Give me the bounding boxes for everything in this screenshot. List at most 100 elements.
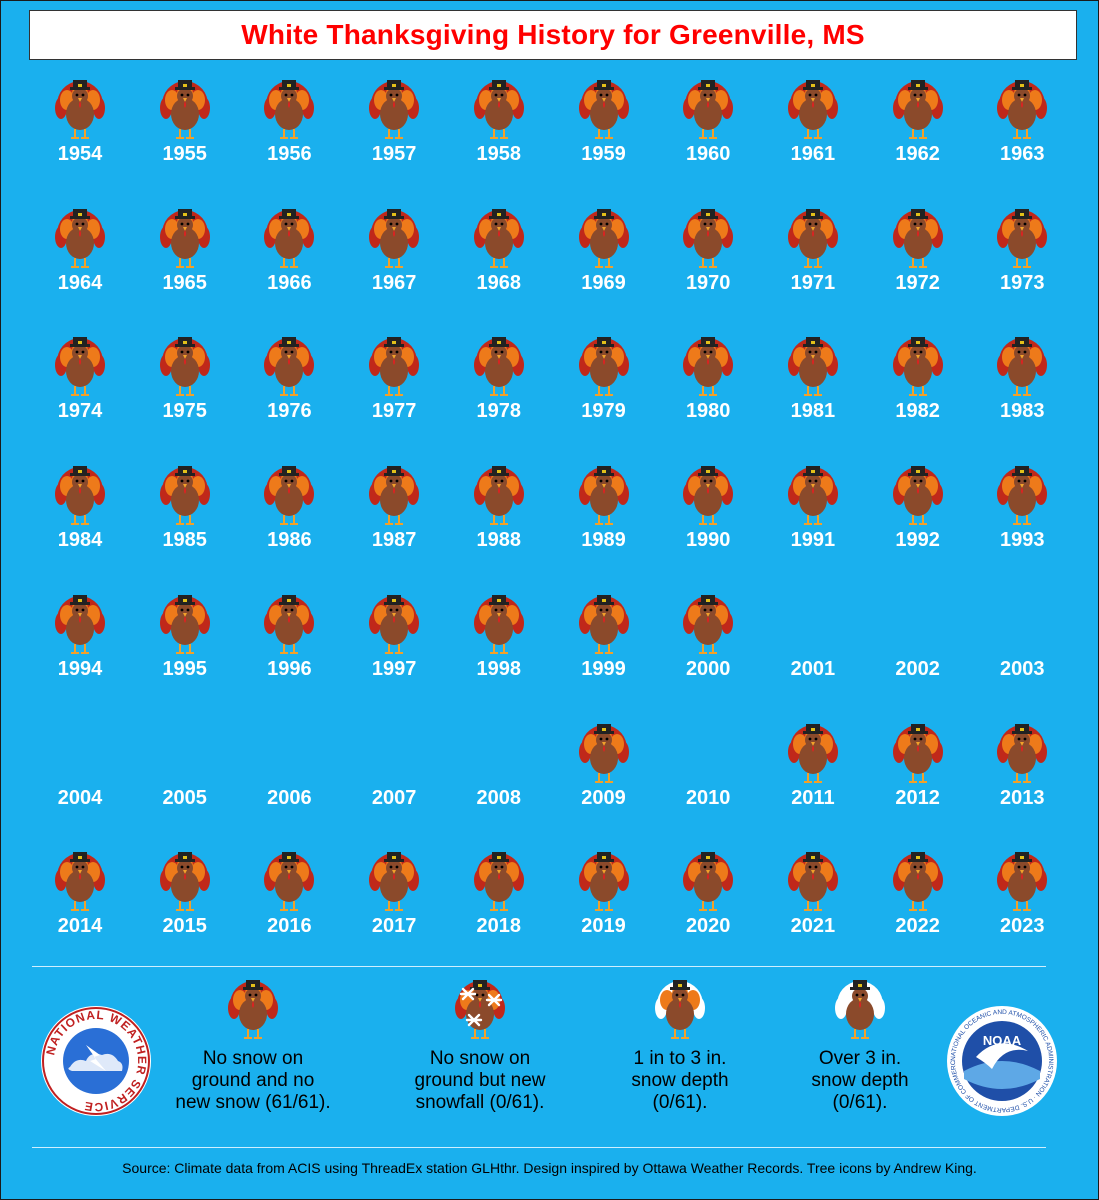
- year-label: 1960: [685, 143, 731, 165]
- divider-bottom: [32, 1147, 1046, 1148]
- year-label: 1999: [581, 657, 626, 680]
- turkey-icon: [787, 462, 839, 526]
- turkey-icon: [578, 848, 630, 912]
- turkey-icon: [263, 333, 315, 397]
- year-label: 1969: [581, 271, 626, 294]
- year-label: 2005: [162, 786, 207, 809]
- turkey-icon: [368, 462, 420, 526]
- turkey-icon: [682, 76, 734, 140]
- legend-turkey-icon: [454, 976, 506, 1040]
- year-cell: 1955: [133, 68, 237, 196]
- turkey-icon: [996, 848, 1048, 912]
- turkey-icon: [159, 333, 211, 397]
- year-label: 1989: [581, 529, 626, 552]
- turkey-icon: [473, 205, 525, 269]
- year-cell: 2018: [447, 840, 551, 968]
- year-cell: 2007: [342, 712, 446, 840]
- year-cell: 2000: [656, 583, 760, 711]
- year-cell: 1975: [133, 325, 237, 453]
- year-cell: 1965: [133, 197, 237, 325]
- turkey-icon: [159, 205, 211, 269]
- year-label: 1962: [895, 143, 940, 165]
- year-label: 1980: [685, 400, 731, 423]
- year-label: 1977: [371, 400, 417, 423]
- year-label: 1981: [790, 400, 836, 423]
- year-cell: 2013: [970, 712, 1074, 840]
- turkey-icon: [54, 76, 106, 140]
- year-label: 1961: [790, 143, 836, 165]
- turkey-icon: [787, 848, 839, 912]
- turkey-icon: [996, 205, 1048, 269]
- year-cell: 1982: [866, 325, 970, 453]
- year-label: 1982: [895, 400, 940, 423]
- turkey-icon: [578, 333, 630, 397]
- legend-turkey-icon: [227, 976, 279, 1040]
- year-cell: 1971: [761, 197, 865, 325]
- year-cell: 1973: [970, 197, 1074, 325]
- year-label: 2008: [476, 786, 522, 809]
- year-cell: 2012: [866, 712, 970, 840]
- year-label: 1991: [790, 529, 836, 552]
- noaa-logo: NOAA NATIONAL OCEANIC AND ATMOSPHERIC AD…: [944, 1000, 1058, 1117]
- turkey-icon: [54, 591, 106, 655]
- year-cell: 1977: [342, 325, 446, 453]
- year-label: 2009: [581, 786, 626, 809]
- turkey-icon: [578, 720, 630, 784]
- year-label: 1992: [895, 529, 940, 552]
- turkey-icon: [682, 591, 734, 655]
- year-label: 2011: [791, 786, 835, 809]
- year-label: 1970: [685, 271, 731, 294]
- legend-label: 1 in to 3 in. snow depth (0/61).: [631, 1048, 729, 1113]
- year-label: 2001: [790, 657, 836, 680]
- year-cell: 1979: [552, 325, 656, 453]
- year-cell: 1957: [342, 68, 446, 196]
- year-cell: 1963: [970, 68, 1074, 196]
- turkey-icon: [892, 205, 944, 269]
- year-label: 1973: [1000, 271, 1045, 294]
- turkey-icon: [682, 848, 734, 912]
- turkey-icon: [54, 205, 106, 269]
- year-cell: 1967: [342, 197, 446, 325]
- year-label: 1957: [371, 143, 417, 165]
- legend-item: Over 3 in. snow depth (0/61).: [780, 968, 940, 1128]
- year-cell: 1989: [552, 454, 656, 582]
- year-label: 1994: [57, 657, 103, 680]
- year-cell: 1961: [761, 68, 865, 196]
- year-cell: 2016: [237, 840, 341, 968]
- year-cell: 1956: [237, 68, 341, 196]
- year-cell: 1985: [133, 454, 237, 582]
- year-label: 2015: [162, 915, 207, 938]
- turkey-icon: [473, 591, 525, 655]
- year-cell: 2023: [970, 840, 1074, 968]
- year-label: 2004: [57, 786, 103, 809]
- turkey-icon: [263, 848, 315, 912]
- turkey-icon: [473, 333, 525, 397]
- year-label: 1964: [57, 271, 103, 294]
- legend-turkey-icon: [654, 976, 706, 1040]
- turkey-icon: [892, 848, 944, 912]
- turkey-icon: [892, 333, 944, 397]
- year-label: 2014: [57, 915, 103, 938]
- year-cell: 1974: [28, 325, 132, 453]
- year-label: 2007: [371, 786, 417, 809]
- year-cell: 1954: [28, 68, 132, 196]
- year-label: 1959: [581, 143, 626, 165]
- year-label: 2023: [1000, 915, 1045, 938]
- turkey-icon: [368, 333, 420, 397]
- year-label: 2012: [895, 786, 940, 809]
- legend-item: No snow on ground and no new snow (61/61…: [158, 968, 348, 1128]
- turkey-icon: [54, 848, 106, 912]
- year-cell: 1991: [761, 454, 865, 582]
- turkey-icon: [892, 76, 944, 140]
- turkey-icon: [578, 462, 630, 526]
- year-cell: 1999: [552, 583, 656, 711]
- year-cell: 2015: [133, 840, 237, 968]
- year-label: 1984: [57, 529, 103, 552]
- turkey-icon: [996, 333, 1048, 397]
- year-label: 1993: [1000, 529, 1045, 552]
- year-cell: 1964: [28, 197, 132, 325]
- year-label: 1978: [476, 400, 522, 423]
- year-cell: 1998: [447, 583, 551, 711]
- turkey-icon: [892, 720, 944, 784]
- year-label: 2006: [267, 786, 312, 809]
